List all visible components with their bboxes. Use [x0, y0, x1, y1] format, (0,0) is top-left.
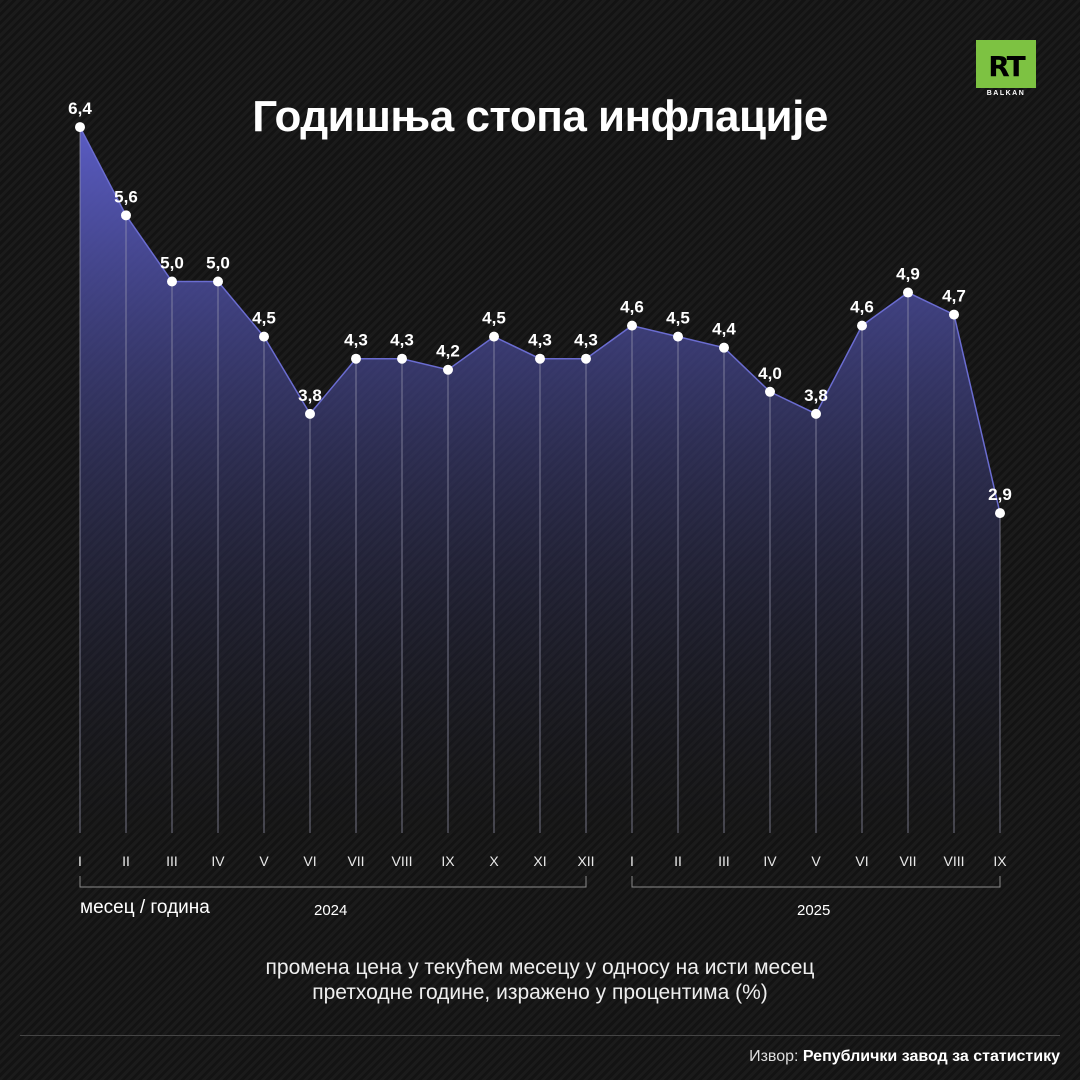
note-line-2: претходне године, изражено у процентима …	[312, 981, 768, 1004]
data-point	[903, 287, 913, 298]
logo-text: RT	[988, 50, 1025, 83]
x-tick-label: VI	[303, 853, 316, 869]
data-label: 4,3	[528, 331, 552, 350]
x-tick-label: V	[811, 853, 821, 869]
data-label: 4,5	[666, 309, 690, 328]
logo-subtext: BALKAN	[986, 90, 1026, 97]
data-label: 6,4	[68, 99, 92, 118]
source-label: Извор:	[749, 1048, 803, 1065]
data-point	[535, 353, 545, 364]
x-tick-label: VII	[899, 853, 916, 869]
data-label: 3,8	[298, 386, 322, 405]
data-label: 4,5	[482, 309, 506, 328]
data-label: 5,0	[160, 254, 184, 273]
x-tick-label: XII	[577, 853, 594, 869]
rt-balkan-logo: RT BALKAN	[976, 40, 1036, 100]
data-point	[397, 353, 407, 364]
x-tick-label: VII	[347, 853, 364, 869]
data-point	[627, 320, 637, 331]
chart-note: промена цена у текућем месецу у односу н…	[0, 955, 1080, 1005]
x-tick-label: V	[259, 853, 269, 869]
source: Извор: Републички завод за статистику	[749, 1048, 1060, 1066]
data-point	[167, 276, 177, 287]
data-point	[489, 331, 499, 342]
x-tick-label: X	[489, 853, 499, 869]
x-tick-label: I	[630, 853, 634, 869]
x-tick-label: IV	[763, 853, 777, 869]
x-tick-label: IX	[993, 853, 1007, 869]
data-label: 4,9	[896, 265, 920, 284]
data-point	[213, 276, 223, 287]
data-label: 5,0	[206, 254, 230, 273]
x-tick-label: VI	[855, 853, 868, 869]
data-label: 4,3	[344, 331, 368, 350]
data-point	[949, 309, 959, 320]
data-label: 4,2	[436, 342, 460, 361]
x-tick-label: I	[78, 853, 82, 869]
data-point	[995, 508, 1005, 519]
data-label: 4,6	[850, 298, 874, 317]
data-point	[75, 122, 85, 133]
x-tick-label: II	[122, 853, 130, 869]
data-point	[857, 320, 867, 331]
data-point	[351, 353, 361, 364]
data-label: 4,3	[574, 331, 598, 350]
data-label: 4,0	[758, 364, 782, 383]
year-label-2025: 2025	[797, 902, 831, 919]
data-point	[811, 408, 821, 419]
data-point	[719, 342, 729, 353]
year-bracket	[631, 876, 1001, 888]
data-point	[443, 364, 453, 375]
data-point	[765, 386, 775, 397]
year-bracket	[79, 876, 587, 888]
data-label: 4,5	[252, 309, 276, 328]
data-point	[673, 331, 683, 342]
data-label: 4,7	[942, 287, 966, 306]
data-label: 4,6	[620, 298, 644, 317]
data-point	[581, 353, 591, 364]
x-tick-label: VIII	[391, 853, 412, 869]
note-line-1: промена цена у текућем месецу у односу н…	[265, 956, 815, 979]
source-name: Републички завод за статистику	[802, 1048, 1060, 1065]
data-point	[305, 408, 315, 419]
data-label: 3,8	[804, 386, 828, 405]
x-tick-label: III	[718, 853, 730, 869]
data-point	[259, 331, 269, 342]
x-tick-label: IV	[211, 853, 225, 869]
data-label: 4,4	[712, 320, 736, 339]
data-label: 2,9	[988, 485, 1012, 504]
data-label: 4,3	[390, 331, 414, 350]
x-tick-label: III	[166, 853, 178, 869]
x-tick-label: II	[674, 853, 682, 869]
year-label-2024: 2024	[314, 902, 348, 919]
x-tick-label: XI	[533, 853, 546, 869]
data-label: 5,6	[114, 187, 138, 206]
x-axis-label: месец / година	[80, 897, 210, 918]
chart-title: Годишња стопа инфлације	[252, 92, 828, 141]
x-tick-label: IX	[441, 853, 455, 869]
data-point	[121, 210, 131, 221]
divider	[20, 1035, 1060, 1036]
x-tick-label: VIII	[943, 853, 964, 869]
